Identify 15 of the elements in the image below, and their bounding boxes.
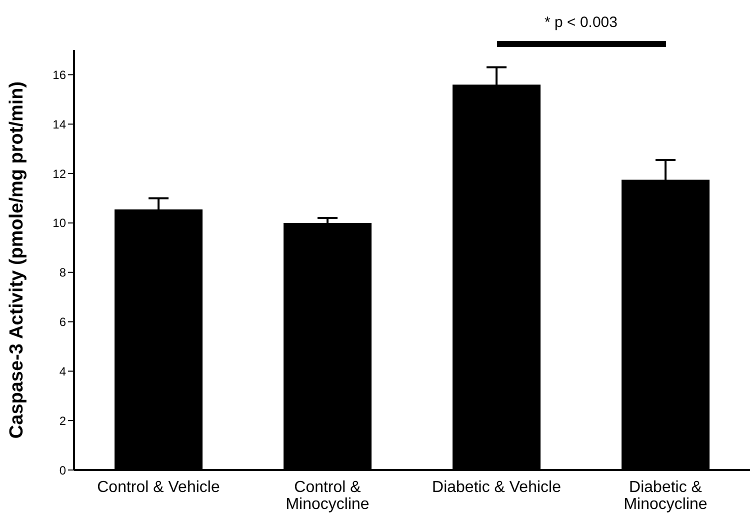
y-axis-title: Caspase-3 Activity (pmole/mg prot/min) — [6, 81, 28, 439]
text: * p < 0.003 — [544, 14, 618, 31]
x-tick-label: Control & Vehicle — [97, 479, 220, 496]
x-tick-label: Diabetic & Vehicle — [432, 479, 562, 496]
x-tick-label: Control & Minocycline — [286, 479, 370, 513]
y-tick-label: 6 — [59, 315, 66, 330]
y-tick-label: 0 — [59, 463, 66, 478]
y-tick-label: 12 — [52, 166, 66, 181]
y-tick-label: 14 — [52, 117, 66, 132]
y-tick-label: 16 — [52, 68, 66, 82]
y-tick-label: 10 — [52, 216, 66, 230]
x-tick-label: Diabetic & Minocycline — [624, 479, 708, 513]
y-tick-label: 2 — [59, 414, 66, 428]
y-tick-label: 8 — [59, 266, 66, 280]
y-tick-label: 4 — [59, 364, 66, 378]
